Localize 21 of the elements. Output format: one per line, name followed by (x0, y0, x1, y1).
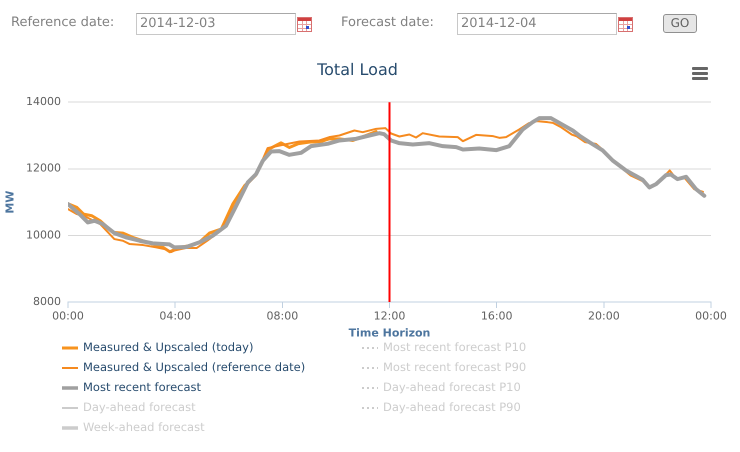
x-tick-label: 16:00 (480, 309, 513, 322)
x-tick-label: 04:00 (159, 309, 192, 322)
x-tick-label: 20:00 (588, 309, 620, 322)
date-field: 2014-12-04 (457, 13, 617, 35)
y-tick-label: 8000 (33, 294, 61, 308)
x-tick-label: 00:00 (695, 309, 727, 322)
date-field: 2014-12-03 (136, 13, 296, 35)
chart-title: Total Load (316, 60, 398, 79)
legend-label: Most recent forecast (83, 380, 202, 394)
legend-label: Measured & Upscaled (today) (83, 340, 254, 354)
y-tick-label: 10000 (26, 228, 61, 242)
y-tick-label: 14000 (26, 95, 61, 108)
y-axis-title: MW (3, 190, 16, 214)
x-tick-label: 00:00 (52, 309, 84, 322)
x-tick-label: 12:00 (374, 309, 406, 322)
x-tick-label: 08:00 (266, 309, 298, 322)
text: Forecast date: (341, 15, 434, 31)
legend-label: Measured & Upscaled (reference date) (83, 360, 306, 374)
x-axis-title: Time Horizon (348, 326, 430, 340)
text: Reference date: (11, 15, 114, 31)
y-tick-label: 12000 (26, 162, 61, 175)
